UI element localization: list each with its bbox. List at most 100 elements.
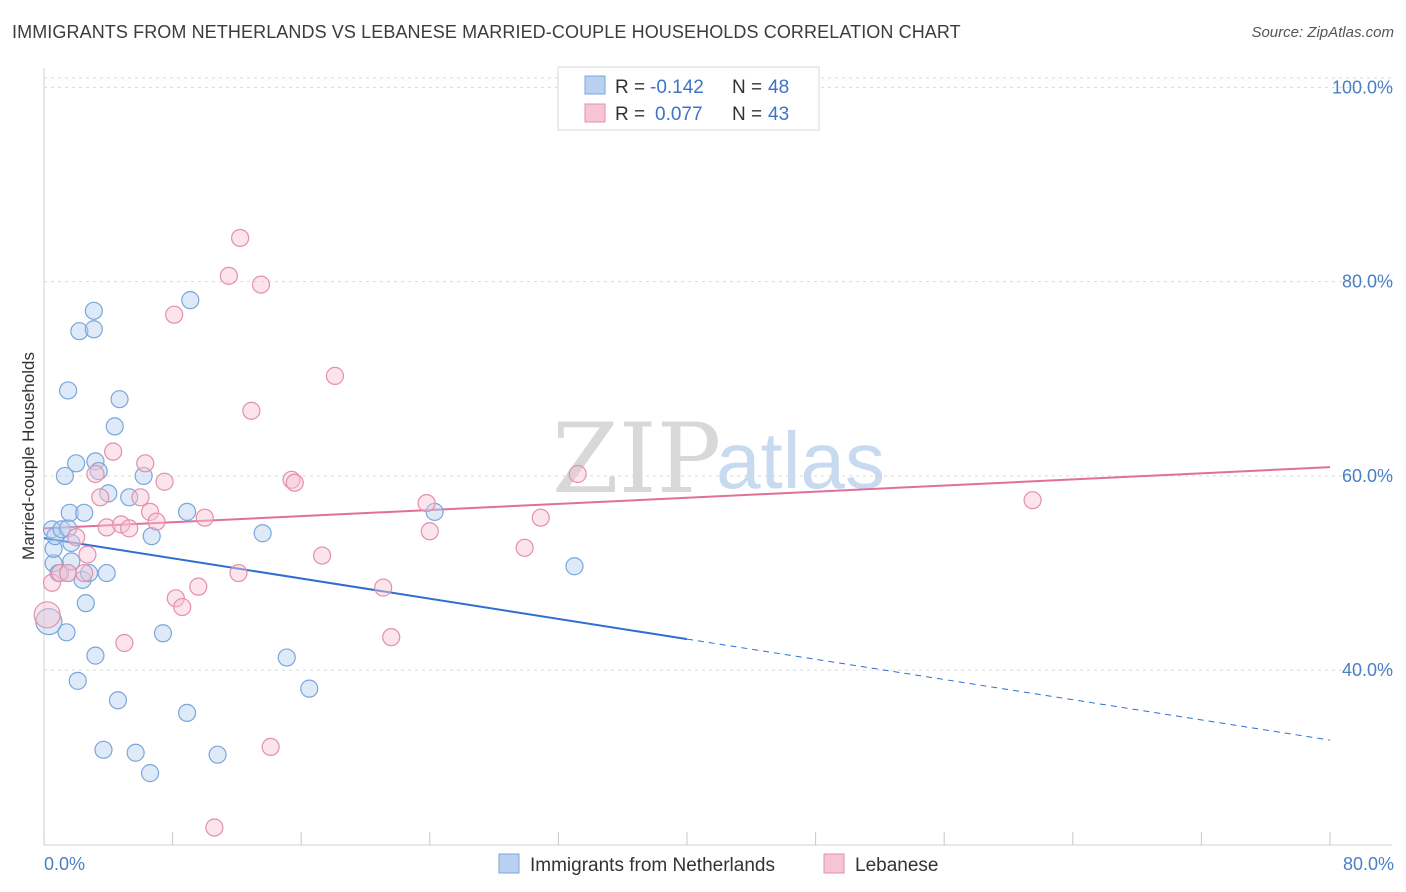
netherlands-point xyxy=(208,745,227,764)
netherlands-point xyxy=(55,466,74,486)
netherlands-point xyxy=(52,520,71,539)
netherlands-point xyxy=(86,452,105,471)
lebanese-point xyxy=(568,464,587,484)
lebanese-point xyxy=(420,522,439,541)
lebanese-point xyxy=(140,502,160,521)
legend-n-value-pink: 43 xyxy=(768,104,789,125)
lebanese-point xyxy=(33,601,61,629)
netherlands-point xyxy=(62,533,81,553)
lebanese-point xyxy=(120,519,139,538)
x-tick-label-min: 0.0% xyxy=(44,854,85,874)
bottom-legend-swatch-pink xyxy=(823,853,845,874)
lebanese-point xyxy=(155,472,174,491)
netherlands-point xyxy=(126,743,145,762)
lebanese-point xyxy=(312,546,332,565)
netherlands-point xyxy=(67,454,86,473)
y-tick-label: 80.0% xyxy=(1342,272,1393,292)
lebanese-point xyxy=(131,488,150,507)
lebanese-point xyxy=(104,442,123,461)
legend-r-label-pink: R = xyxy=(615,104,645,125)
netherlands-point xyxy=(75,503,94,522)
lebanese-point xyxy=(515,538,534,557)
series-lebanese-points xyxy=(33,228,1042,837)
lebanese-point xyxy=(251,275,271,294)
x-tick-label-max: 80.0% xyxy=(1343,854,1394,874)
trend-lines xyxy=(43,466,1331,741)
lebanese-point xyxy=(285,473,304,492)
lebanese-point xyxy=(147,512,166,531)
lebanese-point xyxy=(97,518,116,537)
netherlands-point xyxy=(108,691,128,710)
lebanese-point xyxy=(91,488,110,507)
trendline-netherlands xyxy=(43,537,688,641)
netherlands-point xyxy=(79,563,99,583)
netherlands-point xyxy=(105,417,124,436)
netherlands-point xyxy=(140,764,160,783)
lebanese-point xyxy=(195,508,214,527)
series-legend: Immigrants from Netherlands Lebanese xyxy=(498,853,938,876)
netherlands-point xyxy=(86,646,105,665)
legend-n-value-blue: 48 xyxy=(768,77,789,98)
netherlands-point xyxy=(565,557,584,576)
lebanese-point xyxy=(189,577,208,596)
legend-r-label-blue: R = xyxy=(615,77,645,98)
bottom-legend-label-lebanese: Lebanese xyxy=(855,855,938,876)
netherlands-point xyxy=(153,624,173,643)
y-tick-label: 40.0% xyxy=(1342,660,1393,680)
netherlands-point xyxy=(142,527,161,546)
lebanese-point xyxy=(78,545,97,564)
lebanese-point xyxy=(67,528,86,547)
netherlands-point xyxy=(94,740,113,759)
chart-title: IMMIGRANTS FROM NETHERLANDS VS LEBANESE … xyxy=(12,22,961,42)
y-tick-label: 60.0% xyxy=(1342,466,1393,486)
bottom-legend-label-netherlands: Immigrants from Netherlands xyxy=(530,855,775,876)
gridlines xyxy=(44,77,1392,671)
trendline-lebanese xyxy=(43,466,1331,530)
y-axis-label: Married-couple Households xyxy=(19,352,38,560)
y-tick-label: 100.0% xyxy=(1332,77,1393,97)
netherlands-point xyxy=(97,563,116,583)
lebanese-point xyxy=(115,633,134,653)
netherlands-point xyxy=(110,390,129,409)
watermark-zip: ZIP xyxy=(552,403,721,515)
netherlands-point xyxy=(60,503,79,522)
legend-r-value-pink: 0.077 xyxy=(655,104,703,125)
netherlands-point xyxy=(277,648,296,667)
netherlands-point xyxy=(57,623,76,642)
trendline-netherlands-extension xyxy=(686,638,1331,741)
netherlands-point xyxy=(177,703,197,723)
lebanese-point xyxy=(325,366,345,385)
axes xyxy=(43,68,1392,846)
lebanese-point xyxy=(1023,491,1042,510)
netherlands-point xyxy=(59,381,78,400)
lebanese-point xyxy=(136,454,155,473)
legend-r-value-blue: -0.142 xyxy=(650,77,704,98)
x-tick-marks xyxy=(43,832,1331,845)
lebanese-point xyxy=(86,464,105,484)
lebanese-point xyxy=(382,628,401,647)
bottom-legend-swatch-blue xyxy=(498,853,520,874)
lebanese-point xyxy=(242,401,261,420)
netherlands-point xyxy=(300,679,319,698)
legend-n-label-blue: N = xyxy=(732,77,762,98)
lebanese-point xyxy=(173,597,192,617)
legend-swatch-blue xyxy=(584,75,606,95)
netherlands-point xyxy=(177,502,197,521)
lebanese-point xyxy=(59,563,78,583)
series-netherlands-points xyxy=(35,291,584,783)
legend-n-label-pink: N = xyxy=(732,104,762,125)
lebanese-point xyxy=(417,494,436,513)
netherlands-point xyxy=(84,301,103,320)
netherlands-point xyxy=(44,554,63,573)
correlation-legend: R = -0.142 N = 48 R = 0.077 N = 43 xyxy=(557,66,820,131)
lebanese-point xyxy=(205,818,224,837)
lebanese-point xyxy=(282,470,301,489)
lebanese-point xyxy=(75,563,94,583)
lebanese-point xyxy=(374,578,393,597)
lebanese-point xyxy=(165,305,184,324)
source-credit: Source: ZipAtlas.com xyxy=(1251,24,1394,41)
netherlands-point xyxy=(84,320,103,339)
y-tick-labels: 40.0% 60.0% 80.0% 100.0% xyxy=(1332,77,1393,680)
netherlands-point xyxy=(181,291,200,310)
